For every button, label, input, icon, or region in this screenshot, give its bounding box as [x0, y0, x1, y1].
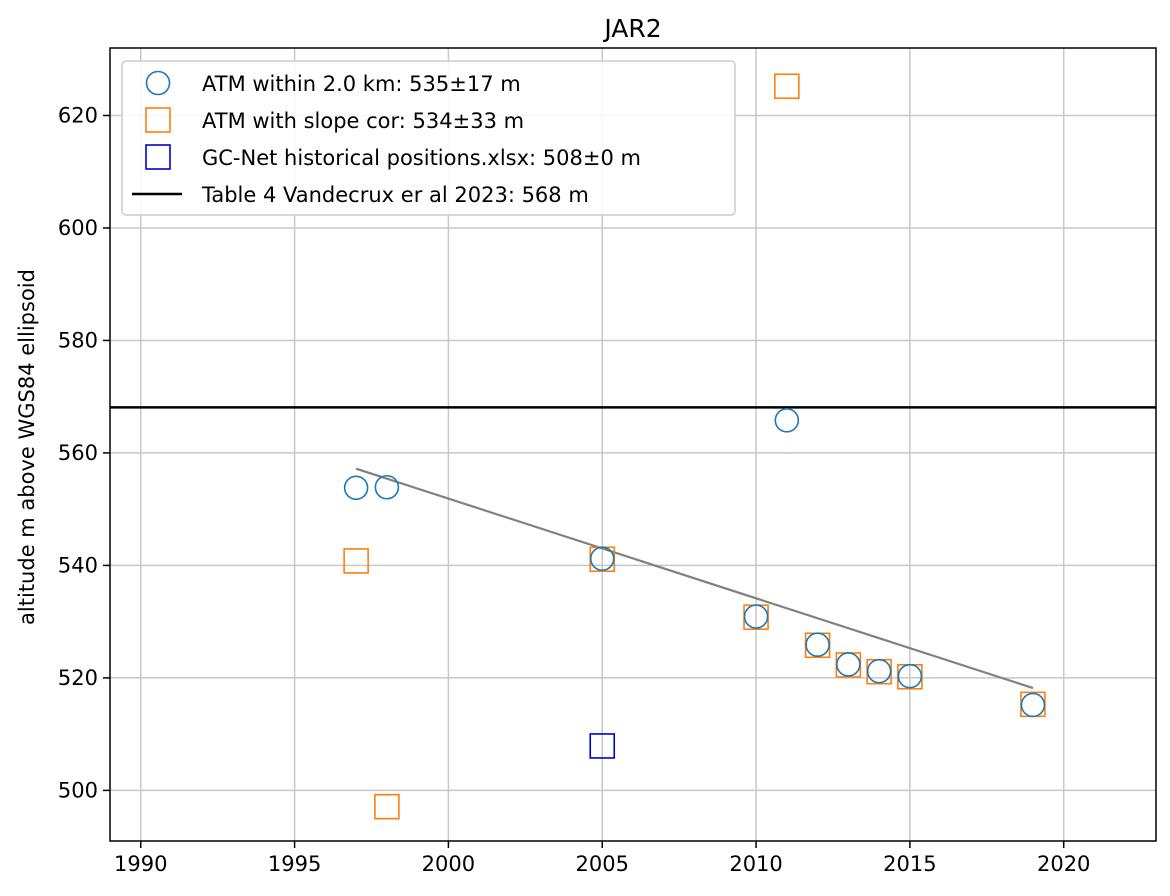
x-tick-label: 2015 [883, 852, 936, 876]
legend-marker [145, 70, 171, 96]
x-axis: 1990 1995 2000 2005 2010 2015 2020 [114, 841, 1090, 876]
legend: ATM within 2.0 km: 535±17 m ATM with slop… [121, 60, 736, 216]
x-tick-label: 1990 [114, 852, 167, 876]
x-tick-label: 2010 [729, 852, 782, 876]
trend-line [355, 467, 1034, 690]
chart-title: JAR2 [602, 14, 661, 43]
legend-label: GC-Net historical positions.xlsx: 508±0 … [202, 146, 641, 170]
legend-marker [145, 107, 171, 133]
y-tick-label: 500 [58, 778, 98, 802]
legend-box [121, 60, 736, 216]
data-point [589, 733, 616, 759]
data-point [374, 793, 400, 820]
y-tick-label: 580 [58, 328, 98, 352]
y-tick-label: 600 [58, 216, 98, 240]
y-tick-label: 560 [58, 441, 98, 465]
legend-label: ATM within 2.0 km: 535±17 m [202, 72, 521, 96]
data-marks [343, 73, 1046, 820]
trend-line-layer [355, 467, 1034, 690]
data-point [343, 548, 369, 574]
data-point [836, 652, 861, 677]
x-tick-label: 2000 [422, 852, 475, 876]
x-tick-label: 2020 [1037, 852, 1090, 876]
axes-frame [109, 47, 1157, 842]
y-axis-label: altitude m above WGS84 ellipsoid [15, 269, 39, 625]
data-point [343, 475, 369, 501]
data-point [374, 474, 400, 500]
data-point [743, 604, 769, 629]
data-point [774, 73, 800, 100]
data-point [805, 632, 830, 658]
x-tick-label: 2005 [576, 852, 629, 876]
data-point [897, 663, 923, 689]
data-point [866, 658, 892, 684]
legend-label: ATM with slope cor: 534±33 m [202, 109, 524, 133]
x-tick-label: 1995 [268, 852, 321, 876]
y-tick-label: 620 [58, 103, 98, 127]
data-point [589, 546, 615, 571]
legend-label: Table 4 Vandecrux er al 2023: 568 m [201, 183, 589, 207]
series-1-marks [343, 408, 1046, 718]
y-tick-label: 540 [58, 553, 98, 577]
data-point [1020, 692, 1046, 718]
legend-marker [145, 144, 171, 170]
series-3-marks [589, 733, 616, 759]
data-point [774, 408, 800, 433]
y-tick-label: 520 [58, 666, 98, 690]
y-axis: 500 520 540 560 580 600 620 [58, 103, 110, 802]
